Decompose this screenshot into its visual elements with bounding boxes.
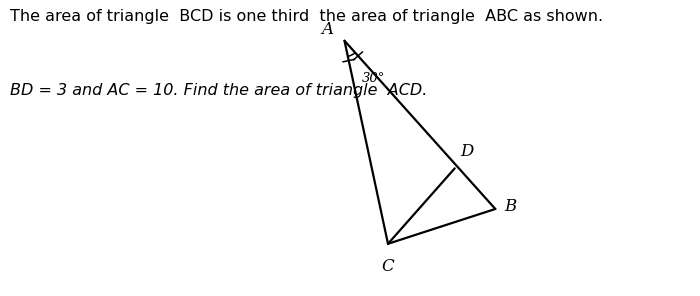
Text: B: B [504, 197, 517, 215]
Text: The area of triangle  BCD is one third  the area of triangle  ABC as shown.: The area of triangle BCD is one third th… [10, 9, 603, 24]
Text: A: A [321, 21, 333, 38]
Text: C: C [382, 258, 394, 275]
Text: D: D [461, 143, 474, 160]
Text: BD = 3 and AC = 10. Find the area of triangle  ACD.: BD = 3 and AC = 10. Find the area of tri… [10, 83, 428, 98]
Text: 30°: 30° [362, 72, 385, 85]
